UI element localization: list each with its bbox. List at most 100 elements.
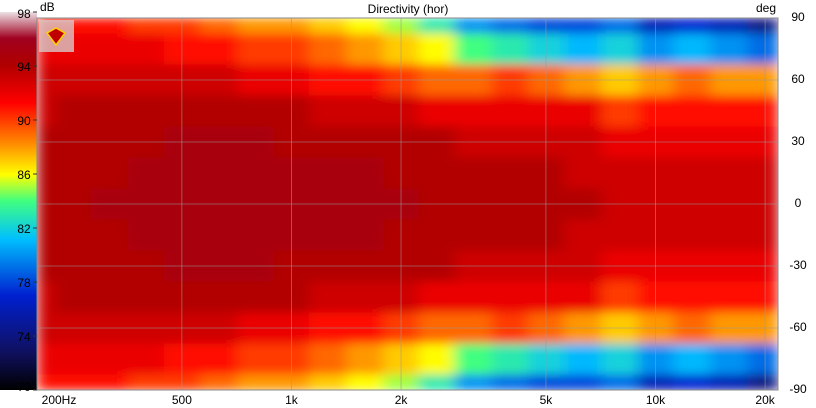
heatmap-cell xyxy=(127,18,165,34)
heatmap-cell xyxy=(747,157,778,189)
heatmap-cell xyxy=(200,33,238,65)
heatmap-cell xyxy=(747,281,778,313)
heatmap-cell xyxy=(528,157,565,189)
heatmap-cell xyxy=(747,343,778,375)
x-tick-label: 20k xyxy=(755,393,775,407)
heatmap-cell xyxy=(309,374,347,390)
heatmap-cell xyxy=(237,95,275,127)
heatmap-cell xyxy=(747,219,778,251)
heatmap-cell xyxy=(710,374,748,390)
heatmap-cell xyxy=(454,343,493,375)
heatmap-cell xyxy=(200,343,238,375)
heatmap-cell xyxy=(747,33,778,65)
heatmap-cell xyxy=(491,157,529,189)
heatmap-cell xyxy=(127,219,165,251)
heatmap-cell xyxy=(601,33,639,65)
heatmap-cell xyxy=(601,157,639,189)
heatmap-cell xyxy=(710,157,748,189)
heatmap-cell xyxy=(37,95,56,127)
heatmap-cell xyxy=(164,33,201,65)
heatmap-cell xyxy=(673,281,711,313)
heatmap-cell xyxy=(346,157,384,189)
heatmap-cell xyxy=(418,281,456,313)
heatmap-cell xyxy=(710,95,748,127)
heatmap-cell xyxy=(237,343,275,375)
colorbar-tick-label: 74 xyxy=(17,330,31,344)
y-tick-label: -60 xyxy=(789,320,807,334)
colorbar xyxy=(0,12,37,390)
heatmap-cell xyxy=(127,33,165,65)
heatmap-cell xyxy=(90,95,129,127)
heatmap-cell xyxy=(528,343,565,375)
heatmap-cell xyxy=(37,281,56,313)
colorbar-tick-label: 78 xyxy=(17,276,31,290)
heatmap-cell xyxy=(200,18,238,34)
heatmap-cell xyxy=(673,18,711,34)
heatmap-cell xyxy=(309,281,347,313)
heatmap-cell xyxy=(237,33,275,65)
heatmap-cell xyxy=(200,95,238,127)
heatmap-cell xyxy=(673,219,711,251)
y-tick-label: 90 xyxy=(791,10,805,24)
heatmap-cell xyxy=(54,157,92,189)
heatmap-cell xyxy=(164,281,201,313)
heatmap-cell xyxy=(454,374,493,390)
heatmap-cell xyxy=(710,343,748,375)
heatmap-cell xyxy=(528,18,565,34)
heatmap-cell xyxy=(90,157,129,189)
heatmap-cell xyxy=(127,343,165,375)
chart-title: Directivity (hor) xyxy=(368,2,449,16)
heatmap-cell xyxy=(346,95,384,127)
heatmap-cell xyxy=(564,343,602,375)
plot-frame xyxy=(36,17,779,391)
colorbar-tick-label: 70 xyxy=(17,380,31,394)
logo xyxy=(39,20,74,52)
heatmap-cell xyxy=(200,374,238,390)
heatmap-cell xyxy=(491,281,529,313)
heatmap-cell xyxy=(90,374,129,390)
heatmap-cell xyxy=(90,343,129,375)
heatmap-cell xyxy=(90,219,129,251)
heatmap-cell xyxy=(491,18,529,34)
heatmap-cell xyxy=(491,95,529,127)
heatmap-cell xyxy=(673,33,711,65)
heatmap-cell xyxy=(418,374,456,390)
y-tick-label: 30 xyxy=(791,134,805,148)
heatmap-cell xyxy=(90,33,129,65)
heatmap-cell xyxy=(564,157,602,189)
colorbar-label: dB xyxy=(40,0,55,14)
heatmap-cell xyxy=(564,95,602,127)
heatmap-cell xyxy=(309,95,347,127)
x-tick-label: 1k xyxy=(285,393,299,407)
heatmap-cell xyxy=(564,33,602,65)
heatmap-cell xyxy=(54,343,92,375)
heatmap-cell xyxy=(418,219,456,251)
heatmap-cell xyxy=(164,219,201,251)
heatmap-cell xyxy=(309,18,347,34)
heatmap-cell xyxy=(237,157,275,189)
heatmap-cell xyxy=(164,157,201,189)
heatmap-cell xyxy=(418,18,456,34)
heatmap-cell xyxy=(673,157,711,189)
heatmap-cell xyxy=(491,219,529,251)
heatmap-cell xyxy=(237,219,275,251)
heatmap-cell xyxy=(164,374,201,390)
heatmap-cell xyxy=(747,374,778,390)
colorbar-tick-label: 98 xyxy=(17,7,31,21)
heatmap-cell xyxy=(454,219,493,251)
heatmap-cell xyxy=(127,157,165,189)
heatmap-cell xyxy=(90,18,129,34)
x-tick-label: 10k xyxy=(646,393,666,407)
heatmap-cell xyxy=(601,374,639,390)
heatmap-cell xyxy=(237,281,275,313)
heatmap-cell xyxy=(528,281,565,313)
heatmap-cell xyxy=(673,95,711,127)
heatmap-cell xyxy=(747,18,778,34)
y-tick-label: -90 xyxy=(789,382,807,396)
heatmap-cell xyxy=(164,343,201,375)
heatmap-cell xyxy=(346,343,384,375)
heatmap-cell xyxy=(564,374,602,390)
colorbar-tick-label: 94 xyxy=(17,60,31,74)
heatmap-cell xyxy=(37,219,56,251)
